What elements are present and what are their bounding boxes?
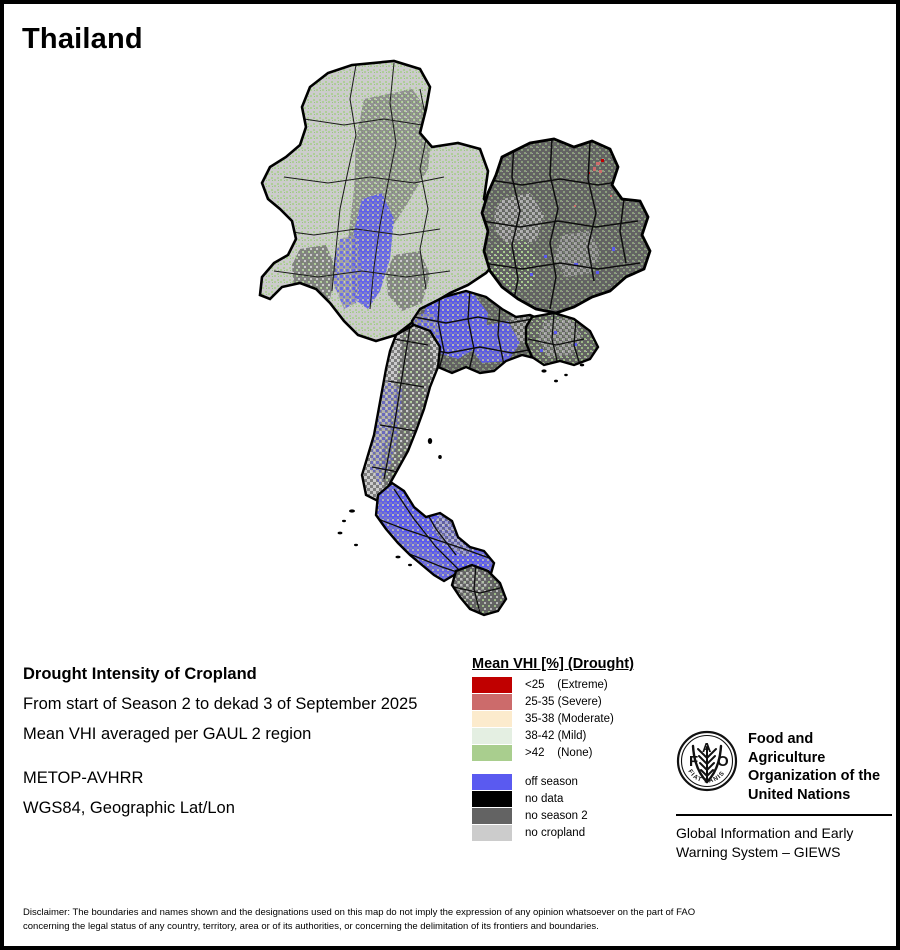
legend-item-no-cropland: no cropland [472, 824, 682, 841]
legend-label-extreme: <25 (Extreme) [525, 678, 608, 691]
map-description: Drought Intensity of Cropland From start… [23, 659, 463, 823]
fao-name-line-3: United Nations [748, 786, 851, 803]
legend-label-off-season: off season [525, 775, 578, 788]
legend-label-no-season-2: no season 2 [525, 809, 588, 822]
map-legend: Mean VHI [%] (Drought) <25 (Extreme) 25-… [472, 656, 682, 841]
fao-branding: F A O FIAT PANIS Food and Agriculture O [676, 730, 894, 862]
legend-label-severe: 25-35 (Severe) [525, 695, 602, 708]
description-sensor: METOP-AVHRR [23, 769, 144, 787]
description-period: From start of Season 2 to dekad 3 of Sep… [23, 695, 418, 713]
legend-swatch-moderate [472, 710, 512, 727]
legend-gap [472, 761, 682, 773]
description-projection: WGS84, Geographic Lat/Lon [23, 799, 235, 817]
description-spacer [23, 749, 463, 763]
legend-swatch-off-season [472, 773, 512, 790]
svg-text:F: F [689, 753, 698, 770]
admin-boundaries-southern-tip [453, 565, 505, 614]
outline-southern-tip [450, 563, 508, 617]
disclaimer-line-2: concerning the legal status of any count… [23, 921, 599, 932]
disclaimer-line-1: Disclaimer: The boundaries and names sho… [23, 907, 696, 918]
fao-name-line-2: Organization of the [748, 768, 881, 784]
fao-logo-icon: F A O FIAT PANIS [676, 730, 738, 797]
legend-item-no-season-2: no season 2 [472, 807, 682, 824]
legend-item-no-data: no data [472, 790, 682, 807]
svg-text:O: O [717, 753, 729, 770]
fao-organisation-name: Food and Agriculture Organization of the… [748, 730, 894, 804]
legend-title: Mean VHI [%] (Drought) [472, 656, 634, 672]
legend-item-moderate: 35-38 (Moderate) [472, 710, 682, 727]
fao-header: F A O FIAT PANIS Food and Agriculture O [676, 730, 894, 804]
giews-line-1: Global Information and Early [676, 825, 854, 841]
legend-swatch-mild [472, 727, 512, 744]
outline-northeastern-thailand [480, 137, 652, 315]
legend-label-moderate: 35-38 (Moderate) [525, 712, 614, 725]
description-metric: Mean VHI averaged per GAUL 2 region [23, 725, 312, 743]
legend-label-none: >42 (None) [525, 746, 593, 759]
offshore-islands [337, 363, 585, 567]
fao-name-line-1: Food and Agriculture [748, 731, 826, 766]
fao-divider [676, 814, 892, 816]
legend-item-off-season: off season [472, 773, 682, 790]
legend-swatch-no-cropland [472, 824, 512, 841]
legend-swatch-extreme [472, 676, 512, 693]
legend-swatch-severe [472, 693, 512, 710]
legend-item-none: >42 (None) [472, 744, 682, 761]
legend-item-extreme: <25 (Extreme) [472, 676, 682, 693]
giews-line-2: Warning System – GIEWS [676, 844, 841, 860]
giews-programme: Global Information and Early Warning Sys… [676, 824, 894, 862]
legend-item-severe: 25-35 (Severe) [472, 693, 682, 710]
page-title: Thailand [22, 23, 143, 55]
legend-swatch-none [472, 744, 512, 761]
outline-eastern-thailand [524, 311, 600, 367]
legend-label-no-cropland: no cropland [525, 826, 586, 839]
legend-swatch-no-data [472, 790, 512, 807]
admin-boundaries-isan [482, 139, 641, 310]
disclaimer: Disclaimer: The boundaries and names sho… [23, 906, 885, 934]
admin-boundaries-east [527, 313, 585, 365]
legend-label-no-data: no data [525, 792, 564, 805]
thailand-map [244, 59, 674, 629]
outline-northern-thailand [258, 59, 530, 343]
legend-swatch-no-season-2 [472, 807, 512, 824]
legend-label-mild: 38-42 (Mild) [525, 729, 587, 742]
map-svg [258, 59, 652, 617]
description-heading: Drought Intensity of Cropland [23, 665, 257, 683]
svg-text:A: A [702, 740, 712, 755]
legend-item-mild: 38-42 (Mild) [472, 727, 682, 744]
